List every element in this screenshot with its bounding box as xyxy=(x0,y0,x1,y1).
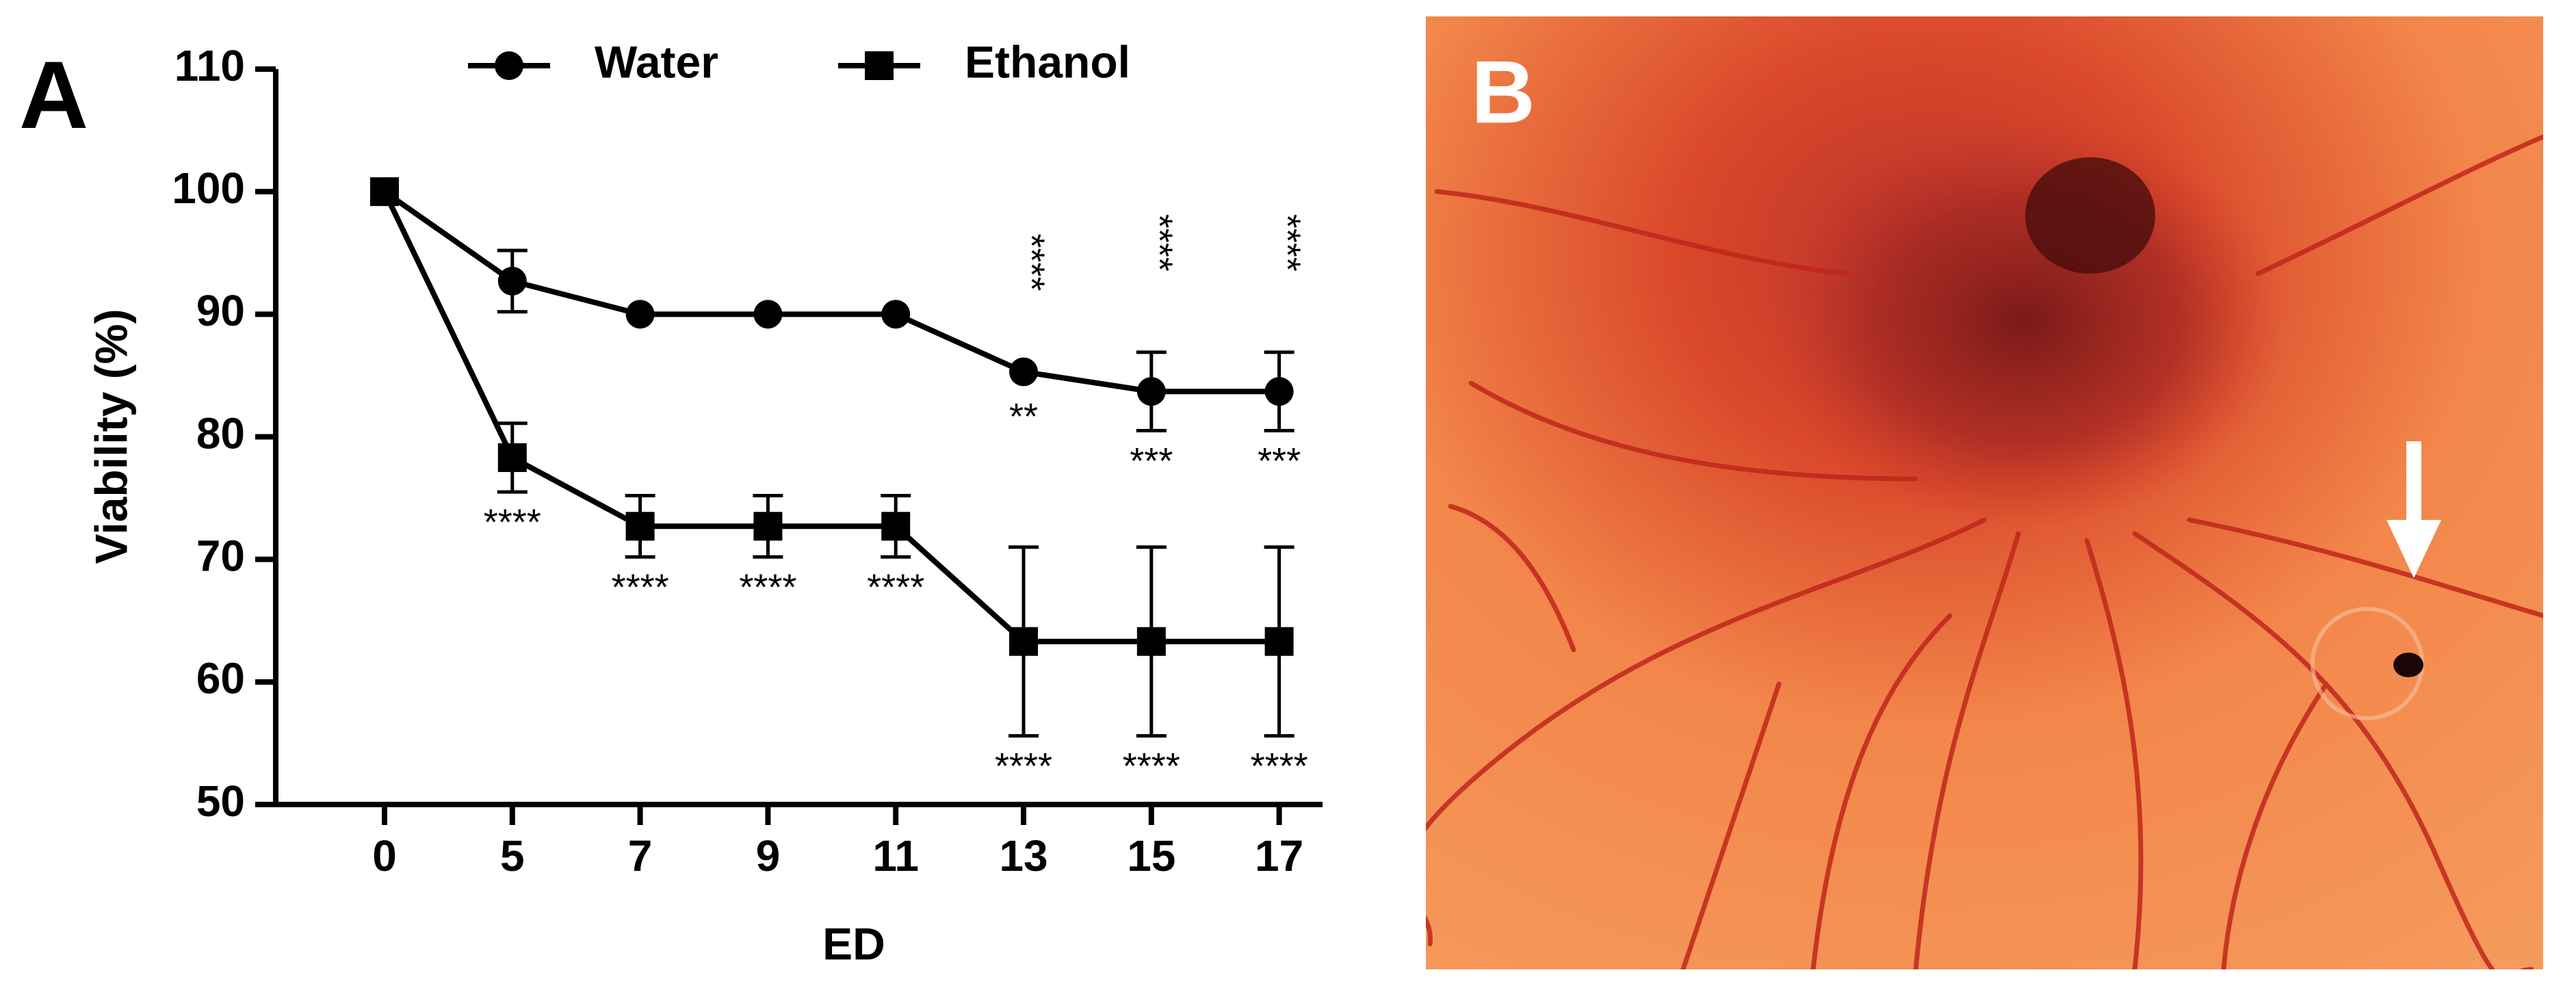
vessels xyxy=(1426,134,2543,969)
significance-label: *** xyxy=(1258,441,1301,482)
arrow-shaft xyxy=(2406,441,2421,530)
data-point xyxy=(753,512,783,541)
data-point xyxy=(1009,357,1038,387)
y-tick-label: 100 xyxy=(172,164,245,213)
y-tick-label: 110 xyxy=(174,41,245,90)
embryo-eye xyxy=(2025,157,2155,274)
series-line xyxy=(382,189,1279,395)
x-tick-label: 9 xyxy=(756,831,781,880)
y-tick-label: 80 xyxy=(196,408,245,458)
legend-marker xyxy=(865,51,894,80)
data-point xyxy=(1136,377,1166,406)
significance-label: **** xyxy=(1266,214,1307,272)
data-point xyxy=(625,300,655,329)
series-line xyxy=(382,190,1279,644)
x-tick-label: 0 xyxy=(372,831,397,880)
significance-label: **** xyxy=(484,501,541,542)
data-point xyxy=(1136,627,1166,656)
data-point xyxy=(370,177,399,207)
data-point xyxy=(497,266,527,296)
significance-label: **** xyxy=(1251,746,1308,787)
data-point xyxy=(497,443,527,472)
x-tick-label: 11 xyxy=(872,831,919,880)
x-tick-label: 17 xyxy=(1255,831,1303,880)
data-point xyxy=(1264,627,1294,656)
arrow-head xyxy=(2386,520,2441,578)
photo-label: B xyxy=(1471,42,1535,142)
significance-label: **** xyxy=(1011,234,1052,291)
photo xyxy=(1426,16,2543,969)
x-tick-label: 5 xyxy=(500,831,525,880)
significance-label: **** xyxy=(612,566,669,607)
legend-marker xyxy=(495,51,523,80)
y-axis-label: Viability (%) xyxy=(86,309,136,564)
x-tick-label: 7 xyxy=(628,831,653,880)
y-tick-label: 50 xyxy=(196,776,245,826)
significance-label: **** xyxy=(867,566,924,607)
injection-site xyxy=(2393,653,2423,677)
data-point xyxy=(881,512,911,541)
data-point xyxy=(753,300,783,329)
legend-label: Water xyxy=(595,36,718,87)
significance-label: **** xyxy=(739,566,796,607)
x-tick-label: 13 xyxy=(999,831,1048,880)
embryo xyxy=(1765,116,2285,527)
significance-label: **** xyxy=(1123,746,1180,787)
data-point xyxy=(881,300,911,329)
x-tick-label: 15 xyxy=(1127,831,1175,880)
significance-label: ** xyxy=(1009,396,1038,437)
legend-label: Ethanol xyxy=(965,36,1130,87)
y-tick-label: 70 xyxy=(196,532,245,581)
data-point xyxy=(625,512,655,541)
data-point xyxy=(1009,627,1038,656)
x-axis-label: ED xyxy=(822,918,885,969)
data-point xyxy=(1264,377,1294,406)
significance-label: **** xyxy=(995,746,1052,787)
y-tick-label: 90 xyxy=(196,286,245,335)
panel-label: A xyxy=(19,41,88,148)
y-tick-label: 60 xyxy=(196,654,245,703)
significance-label: *** xyxy=(1130,441,1173,482)
significance-label: **** xyxy=(1139,214,1180,272)
